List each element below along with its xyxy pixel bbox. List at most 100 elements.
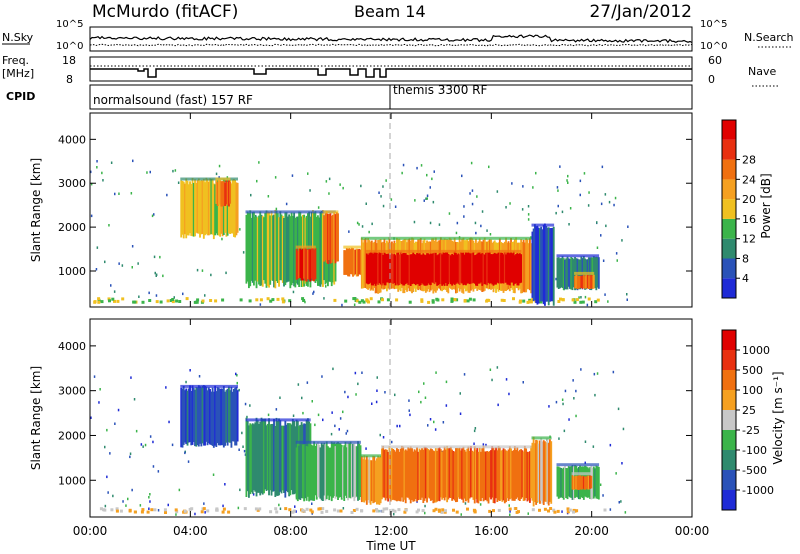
ground-echo [150,508,154,512]
x-tick-label: 12:00 [374,524,409,538]
echo-strip [439,252,442,284]
echo-strip [360,237,363,289]
echo-strip [342,447,344,498]
echo-edge [295,245,316,249]
colorbar-tick-label: -100 [742,444,767,457]
echo-strip [503,449,506,504]
echo-strip [446,445,449,503]
ground-echo [385,507,389,511]
echo-strip [556,466,559,497]
echo-strip [345,248,348,275]
echo-strip [191,385,194,445]
echo-strip [404,449,407,504]
echo-strip [273,418,275,492]
echo-strip [225,180,228,205]
echo-strip [323,215,326,262]
echo-strip [550,441,553,504]
x-tick-label: 16:00 [474,524,509,538]
echo-strip [463,449,466,499]
echo-strip [320,442,323,501]
scatter-echo [98,401,100,404]
scatter-echo [626,298,628,301]
echo-strip [268,212,270,288]
ground-echo [175,299,179,303]
ground-echo [97,297,101,301]
scatter-echo [131,266,133,269]
echo-strip [348,248,351,277]
echo-strip [273,214,275,288]
echo-strip [485,451,487,500]
date-title: 27/Jan/2012 [589,2,692,22]
scatter-echo [420,164,423,167]
echo-edge [180,384,238,388]
colorbar-segment [722,390,736,410]
ground-echo [175,510,179,514]
echo-strip [209,178,211,235]
colorbar-segment [722,330,736,350]
ground-echo [107,297,111,301]
scatter-echo [509,202,511,205]
scatter-echo [548,405,550,408]
scatter-echo [121,264,124,267]
ground-echo [552,508,556,512]
scatter-echo [508,504,510,507]
echo-strip [559,467,561,498]
scatter-echo [567,181,569,184]
echo-strip [207,387,210,444]
echo-edge [365,249,522,253]
echo-strip [389,451,392,502]
echo-edge [556,254,600,258]
echo-strip [585,476,588,489]
echo-strip [180,387,183,448]
echo-strip [402,446,405,502]
echo-strip [589,475,592,489]
echo-strip [417,253,420,285]
ground-echo [301,508,305,512]
echo-strip [539,440,541,504]
echo-strip [498,254,501,283]
ground-echo [292,509,296,513]
echo-strip [423,446,426,501]
echo-strip [471,252,474,284]
echo-strip [560,258,563,288]
ground-echo [133,510,137,514]
echo-strip [231,179,234,234]
echo-strip [206,179,209,236]
scatter-echo [166,193,168,197]
ground-echo [575,509,579,513]
scatter-echo [615,252,618,255]
echo-strip [313,441,316,501]
y-tick-label: 1000 [58,474,86,487]
echo-strip [565,258,568,290]
echo-strip [338,443,341,498]
velocity-colorbar: 1000 500 100 25 -25 -100 -500 -1000 [721,329,774,511]
echo-strip [187,184,190,236]
ground-echo [206,509,210,513]
echo-strip [438,447,441,502]
scatter-echo [424,511,426,515]
colorbar-tick-label: 12 [742,233,756,246]
echo-strip [364,459,367,501]
echo-strip [476,253,479,286]
echo-strip [322,210,324,287]
echo-strip [289,216,292,289]
scatter-echo [615,472,617,475]
scatter-echo [201,269,204,272]
echo-strip [270,424,273,496]
ground-echo [512,297,515,301]
ground-echo [141,300,145,304]
ground-echo [408,300,412,304]
colorbar-tick-label: 20 [742,193,756,206]
echo-strip [329,213,332,264]
echo-strip [291,418,294,495]
scatter-echo [438,223,441,226]
echo-strip [434,448,437,503]
scatter-echo [521,208,524,211]
echo-strip [582,274,585,288]
scatter-echo [148,507,150,510]
echo-strip [205,386,208,442]
scatter-echo [131,488,133,492]
ground-echo [119,509,123,513]
scatter-echo [175,513,177,516]
echo-strip [302,444,304,499]
